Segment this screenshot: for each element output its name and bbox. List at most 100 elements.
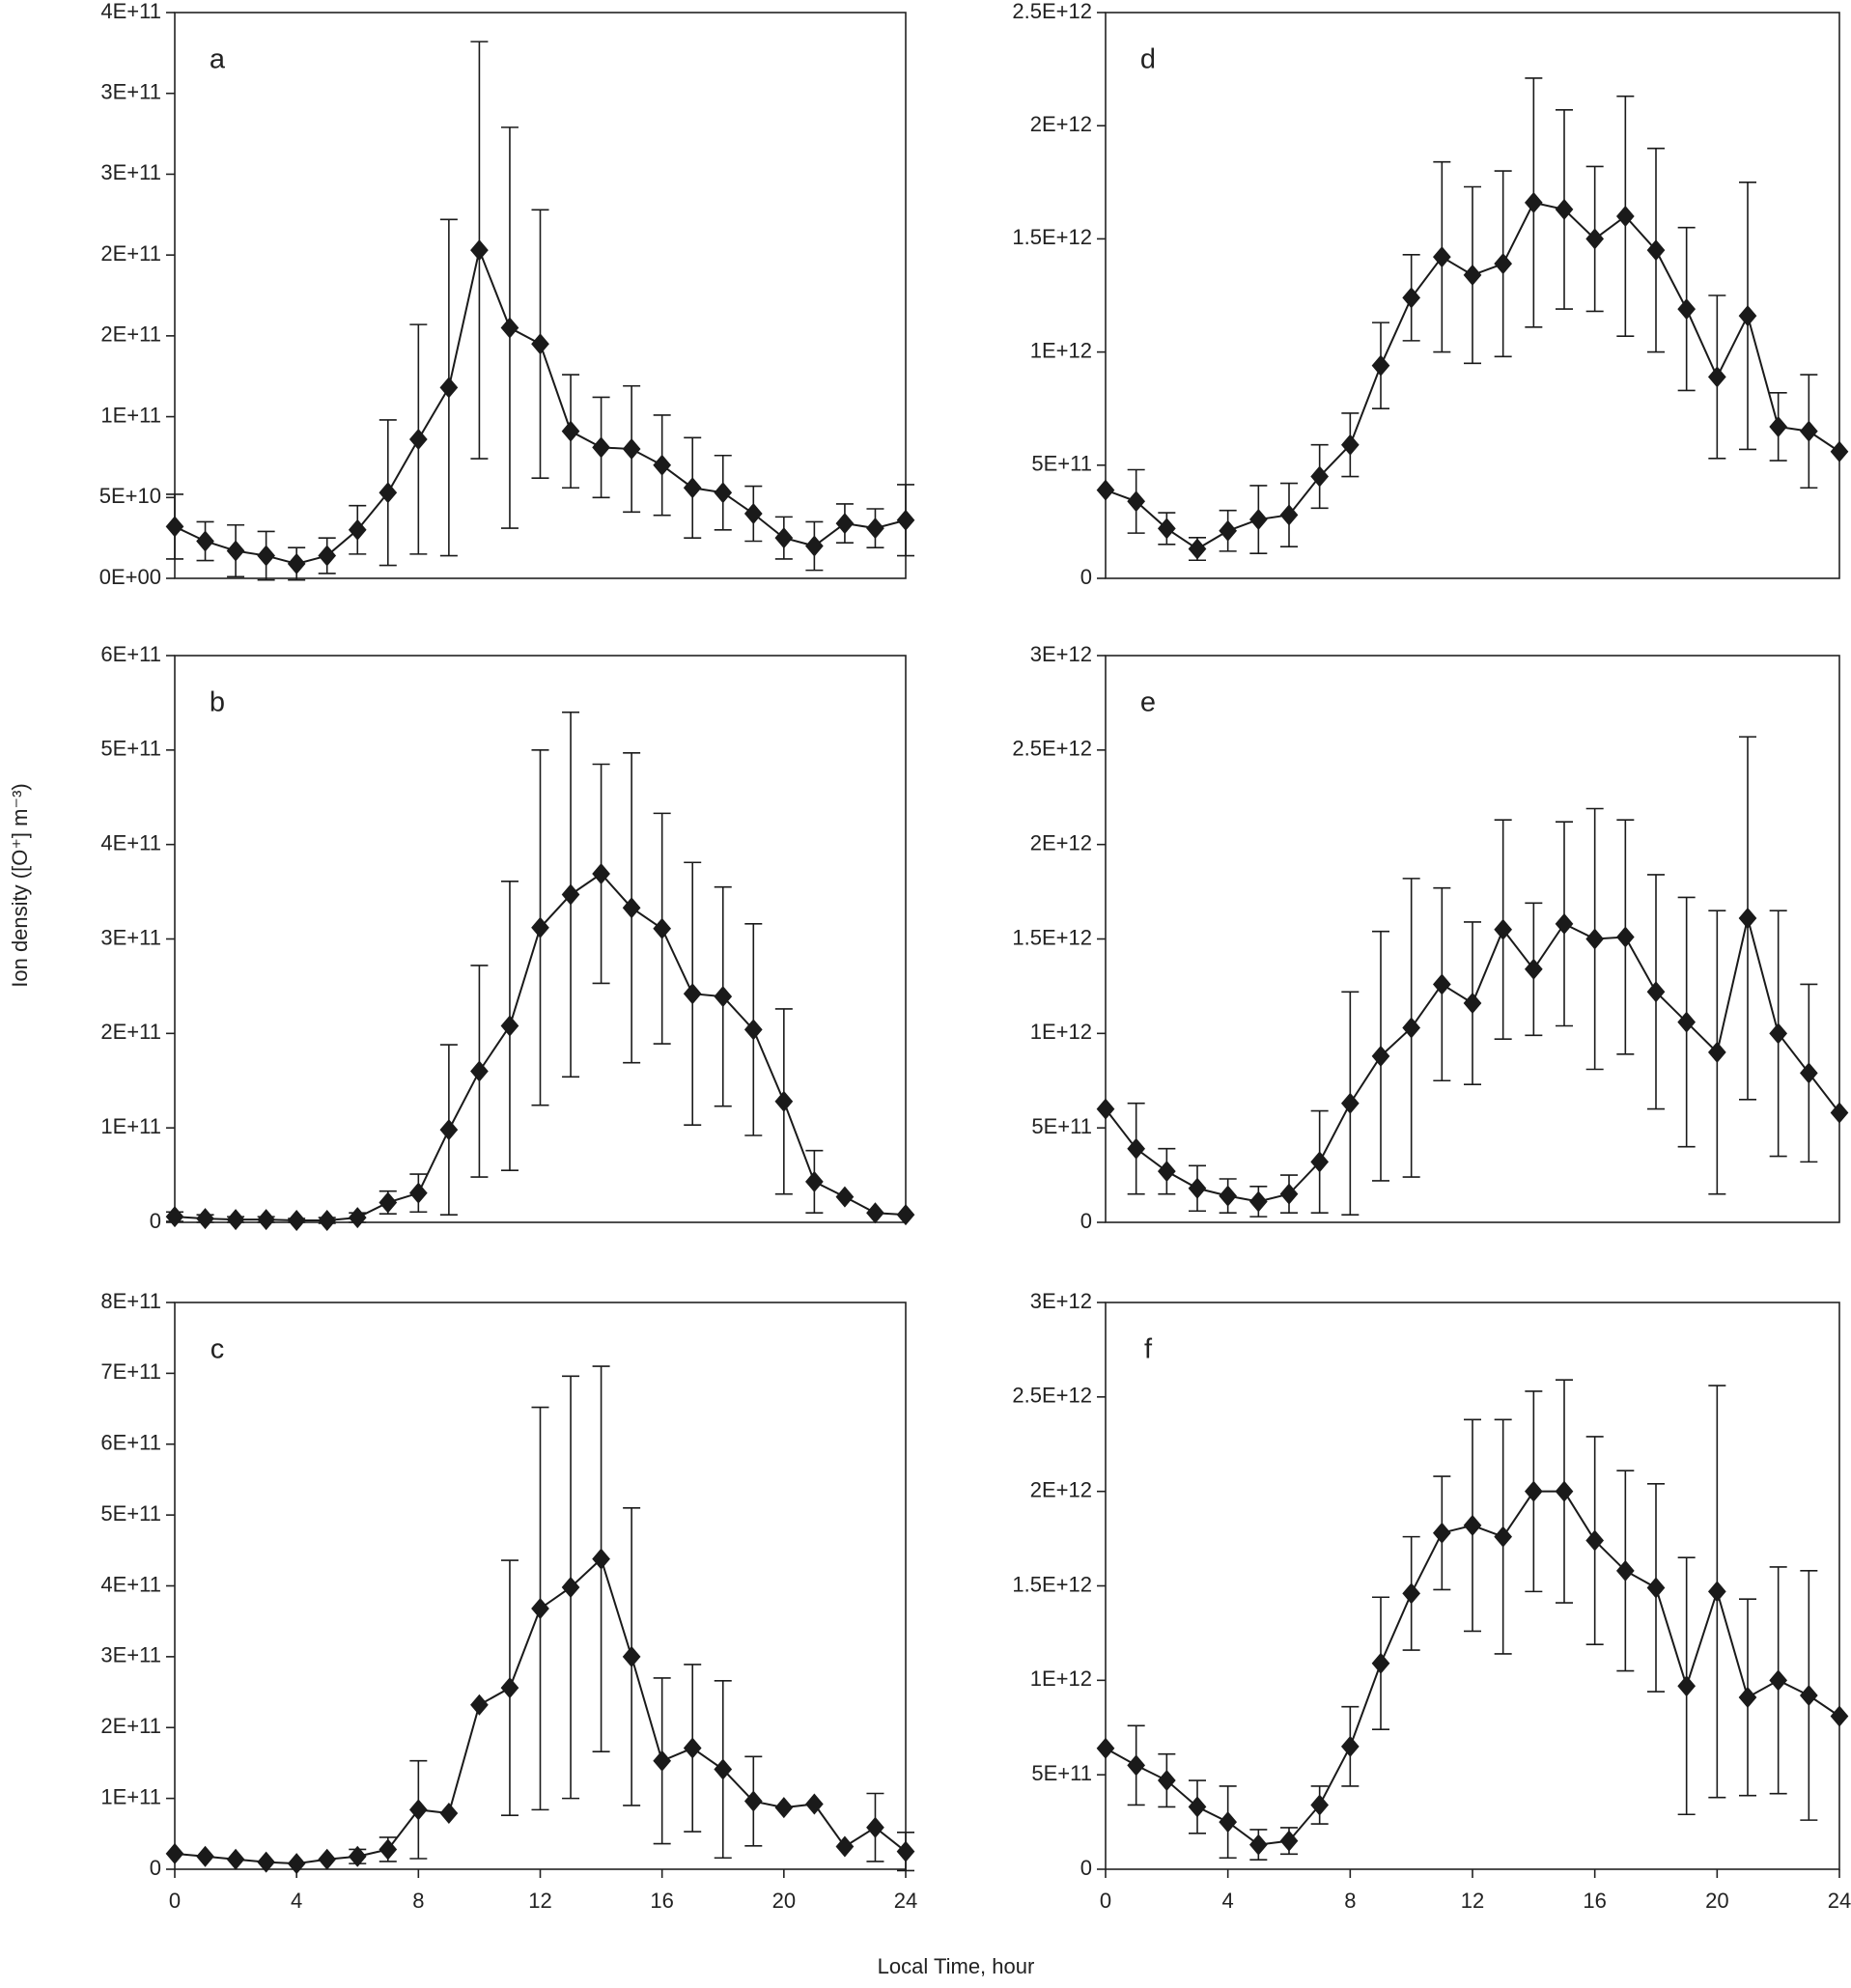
- data-point: [1279, 1183, 1299, 1205]
- y-tick-label: 1E+11: [100, 403, 161, 427]
- data-point: [1157, 1770, 1176, 1792]
- data-point: [1830, 440, 1849, 462]
- data-point: [348, 518, 367, 541]
- data-point: [1769, 1669, 1788, 1692]
- data-point: [592, 1548, 610, 1570]
- data-point: [1738, 1686, 1757, 1708]
- y-tick-label: 5E+11: [1031, 1114, 1092, 1138]
- data-point: [165, 516, 184, 538]
- x-tick-label: 4: [291, 1889, 302, 1913]
- data-point: [1188, 1796, 1207, 1818]
- data-point: [561, 420, 580, 442]
- data-point: [531, 916, 549, 938]
- x-tick-label: 20: [772, 1889, 796, 1913]
- data-point: [1677, 298, 1697, 321]
- data-point: [379, 1191, 398, 1214]
- data-point: [835, 1835, 855, 1858]
- y-tick-label: 1.5E+12: [1012, 225, 1092, 249]
- y-tick-label: 3E+11: [100, 1643, 161, 1667]
- panel-label: c: [210, 1334, 225, 1365]
- x-tick-label: 12: [1461, 1889, 1484, 1913]
- x-tick-label: 16: [1583, 1889, 1606, 1913]
- data-point: [592, 436, 610, 459]
- y-tick-label: 5E+10: [99, 484, 161, 508]
- data-point: [1340, 1735, 1360, 1757]
- y-tick-label: 4E+11: [100, 830, 161, 854]
- data-point: [1157, 518, 1176, 540]
- data-point: [1615, 926, 1635, 948]
- y-tick-label: 2.5E+12: [1012, 1384, 1092, 1408]
- y-tick-label: 2E+12: [1030, 1477, 1092, 1501]
- data-point: [1677, 1675, 1697, 1697]
- data-point: [226, 1848, 245, 1870]
- data-point: [866, 518, 884, 540]
- data-point: [1555, 912, 1574, 935]
- data-point: [1463, 264, 1482, 286]
- y-tick-label: 0: [1080, 1209, 1092, 1233]
- data-point: [531, 1597, 549, 1619]
- data-point: [470, 239, 489, 262]
- data-point: [866, 1202, 884, 1224]
- data-point: [774, 1090, 794, 1112]
- data-point: [1615, 205, 1635, 227]
- y-tick-label: 5E+11: [100, 1501, 161, 1526]
- data-point: [896, 1204, 915, 1226]
- data-point: [1494, 918, 1513, 940]
- data-point: [653, 1750, 672, 1772]
- data-point: [1219, 1811, 1238, 1834]
- data-point: [470, 1060, 489, 1082]
- data-point: [287, 552, 306, 574]
- y-tick-label: 2E+12: [1030, 830, 1092, 854]
- data-point: [1585, 228, 1605, 250]
- data-point: [683, 477, 702, 499]
- y-tick-label: 6E+11: [100, 1431, 161, 1455]
- y-tick-label: 2E+11: [100, 1020, 161, 1044]
- data-point: [896, 509, 915, 531]
- data-point: [1738, 907, 1757, 929]
- data-point: [1646, 1577, 1666, 1599]
- data-point: [1432, 1522, 1451, 1544]
- y-tick-label: 0E+00: [99, 565, 161, 589]
- data-point: [1555, 1480, 1574, 1502]
- y-tick-label: 2E+12: [1030, 112, 1092, 136]
- data-point: [653, 454, 672, 476]
- data-point: [1248, 509, 1268, 531]
- data-point: [1585, 928, 1605, 950]
- data-point: [439, 1803, 459, 1825]
- data-point: [622, 438, 641, 461]
- data-point: [653, 917, 672, 939]
- data-point: [1371, 1652, 1390, 1674]
- data-point: [805, 535, 824, 557]
- x-tick-label: 24: [894, 1889, 917, 1913]
- y-tick-label: 1.5E+12: [1012, 1572, 1092, 1596]
- data-point: [1402, 287, 1421, 309]
- data-point: [257, 1209, 275, 1231]
- y-tick-label: 0: [150, 1209, 161, 1233]
- x-tick-label: 24: [1828, 1889, 1851, 1913]
- data-point: [1188, 1177, 1207, 1199]
- data-point: [318, 545, 337, 567]
- x-tick-label: 8: [412, 1889, 424, 1913]
- data-point: [743, 1019, 763, 1041]
- y-tick-label: 6E+11: [100, 642, 161, 666]
- y-tick-label: 5E+11: [100, 737, 161, 761]
- x-tick-label: 20: [1705, 1889, 1728, 1913]
- data-point: [622, 897, 641, 919]
- data-point: [196, 530, 214, 552]
- y-tick-label: 1E+12: [1030, 338, 1092, 362]
- data-point: [165, 1842, 184, 1864]
- x-tick-label: 8: [1344, 1889, 1356, 1913]
- data-point: [1279, 1830, 1299, 1852]
- data-point: [1127, 490, 1146, 513]
- y-tick-label: 1E+12: [1030, 1666, 1092, 1691]
- data-point: [439, 377, 459, 399]
- data-point: [408, 1182, 428, 1204]
- data-point: [805, 1793, 824, 1815]
- y-tick-label: 3E+11: [100, 925, 161, 949]
- data-point: [1157, 1161, 1176, 1183]
- data-point: [1830, 1705, 1849, 1727]
- data-point: [1707, 366, 1726, 388]
- y-tick-label: 1E+11: [100, 1114, 161, 1138]
- data-point: [1188, 538, 1207, 560]
- y-tick-label: 2.5E+12: [1012, 0, 1092, 23]
